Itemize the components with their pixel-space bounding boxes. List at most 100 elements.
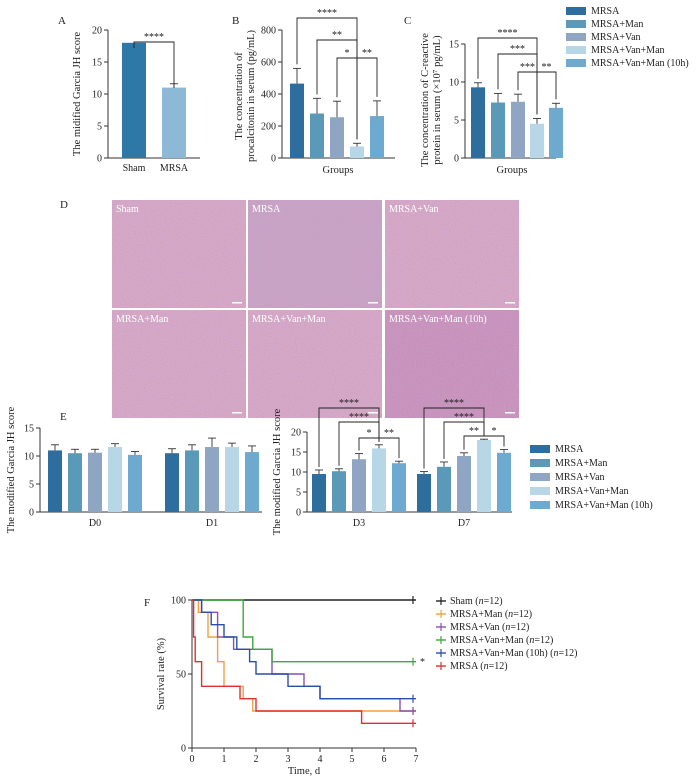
e2-legend-swatch bbox=[530, 501, 550, 509]
e2-legend-label: MRSA+Van+Man bbox=[555, 486, 629, 497]
e1-bar bbox=[185, 450, 199, 512]
e1-bar bbox=[165, 453, 179, 512]
e2-legend-label: MRSA+Man bbox=[555, 458, 607, 469]
f-survival-curve bbox=[192, 599, 416, 712]
scale-bar bbox=[232, 412, 242, 414]
histology-panel-label: MRSA+Man bbox=[116, 314, 168, 325]
f-legend-text-part: n bbox=[508, 609, 513, 620]
histology-panel-label: MRSA bbox=[252, 204, 281, 215]
f-legend-text-part: n bbox=[484, 661, 489, 672]
f-legend-text-part: =12) bbox=[489, 661, 508, 672]
histology-panel-label: MRSA+Van+Man bbox=[252, 314, 326, 325]
panel-letter: D bbox=[60, 199, 68, 211]
b-y-tick-label: 600 bbox=[261, 58, 276, 69]
f-legend-label: MRSA+Van+Man (10h) (n=12) bbox=[450, 648, 577, 659]
b-significance-label: **** bbox=[317, 8, 337, 19]
c-y-label-line: protein in serum (×10⁷ pg/mL) bbox=[432, 35, 443, 165]
b-significance-label: * bbox=[345, 48, 350, 59]
b-bar bbox=[370, 116, 384, 158]
panel-e-left: E 0 5 10 15 The modified Garcia JH score D0 D1 bbox=[6, 406, 262, 533]
f-y-tick-label: 100 bbox=[171, 596, 186, 607]
e1-y-label-line: The modified Garcia JH score bbox=[6, 406, 17, 533]
e2-y-label-line: The modified Garcia JH score bbox=[272, 408, 283, 535]
scale-bar bbox=[232, 302, 242, 304]
f-x-tick-label: 3 bbox=[286, 754, 291, 765]
e2-bar bbox=[372, 448, 386, 512]
e2-y-tick-label: 20 bbox=[291, 428, 301, 439]
f-x-tick-label: 1 bbox=[222, 754, 227, 765]
e1-bar bbox=[245, 452, 259, 512]
a-y-tick-label: 5 bbox=[97, 122, 102, 133]
b-significance-bracket bbox=[356, 57, 378, 140]
a-y-tick-label: 15 bbox=[92, 58, 102, 69]
histology-image bbox=[385, 200, 519, 308]
a-y-label: The midified Garcia JH score bbox=[72, 32, 83, 157]
f-legend-text-part: n bbox=[554, 648, 559, 659]
e2-bar bbox=[417, 474, 431, 512]
b-y-tick-label: 200 bbox=[261, 122, 276, 133]
c-bar bbox=[471, 87, 485, 158]
e2-significance-label: * bbox=[367, 428, 372, 439]
e2-bar bbox=[332, 471, 346, 512]
b-y-label-line: The concentration of bbox=[234, 52, 245, 140]
panel-letter: C bbox=[404, 15, 411, 27]
b-bar bbox=[290, 83, 304, 158]
e2-significance-label: **** bbox=[454, 412, 474, 423]
e2-bar bbox=[437, 466, 451, 512]
b-y-label: The concentration ofprocalcitonin in ser… bbox=[234, 29, 257, 162]
c-x-label: Groups bbox=[497, 165, 528, 176]
f-legend-label: Sham (n=12) bbox=[450, 596, 503, 607]
f-x-tick-label: 2 bbox=[254, 754, 259, 765]
e2-y-tick-label: 10 bbox=[291, 468, 301, 479]
e1-bar bbox=[108, 447, 122, 512]
b-y-label-line: procalcitonin in serum (pg/mL) bbox=[246, 29, 257, 162]
e1-y-label: The modified Garcia JH score bbox=[6, 406, 17, 533]
e1-y-tick-label: 5 bbox=[29, 480, 34, 491]
a-y-tick-label: 20 bbox=[92, 26, 102, 37]
f-legend-label: MRSA+Man (n=12) bbox=[450, 609, 532, 620]
panel-e-right: 0 5 10 15 20 The modified Garcia JH score D3 D7… bbox=[272, 398, 653, 535]
c-legend-swatch bbox=[566, 20, 586, 28]
c-legend-swatch bbox=[566, 46, 586, 54]
c-y-tick-label: 0 bbox=[454, 154, 459, 165]
c-y-tick-label: 10 bbox=[449, 78, 459, 89]
e2-significance-label: **** bbox=[349, 412, 369, 423]
f-survival-curve bbox=[192, 599, 416, 724]
a-significance-label: **** bbox=[144, 32, 164, 43]
e2-legend-swatch bbox=[530, 473, 550, 481]
f-x-tick-label: 4 bbox=[318, 754, 323, 765]
b-y-tick-label: 800 bbox=[261, 26, 276, 37]
c-bar bbox=[530, 123, 544, 158]
f-significance-marker: * bbox=[420, 657, 425, 668]
histology-image bbox=[112, 200, 246, 308]
f-legend-text-part: MRSA ( bbox=[450, 661, 484, 672]
e1-bar bbox=[225, 447, 239, 512]
f-legend-label: MRSA (n=12) bbox=[450, 661, 508, 672]
e2-bar bbox=[312, 474, 326, 512]
c-y-tick-label: 15 bbox=[449, 40, 459, 51]
f-legend-text-part: =12) bbox=[513, 609, 532, 620]
scale-bar bbox=[368, 412, 378, 414]
e2-legend-swatch bbox=[530, 445, 550, 453]
e2-significance-label: * bbox=[492, 426, 497, 437]
b-y-tick-label: 400 bbox=[261, 90, 276, 101]
c-significance-label: ** bbox=[542, 62, 552, 73]
c-legend-swatch bbox=[566, 7, 586, 15]
f-survival-curve bbox=[192, 599, 416, 700]
histology-image bbox=[248, 310, 382, 418]
c-legend-label: MRSA+Van+Man bbox=[591, 45, 665, 56]
c-significance-label: *** bbox=[520, 62, 535, 73]
e2-significance-label: ** bbox=[384, 428, 394, 439]
a-x-tick-label: MRSA bbox=[160, 163, 189, 174]
e2-significance-bracket bbox=[338, 421, 380, 466]
f-legend-text-part: MRSA+Van ( bbox=[450, 622, 506, 633]
panel-b: B 0 200 400 600 800 The concentration ofprocal… bbox=[232, 8, 395, 176]
c-bar bbox=[549, 107, 563, 158]
e2-bar bbox=[392, 463, 406, 512]
c-legend-label: MRSA+Van+Man (10h) bbox=[591, 58, 689, 69]
b-bar bbox=[310, 113, 324, 158]
e1-bar bbox=[128, 454, 142, 512]
b-bar bbox=[350, 146, 364, 158]
a-y-tick-label: 10 bbox=[92, 90, 102, 101]
c-legend-label: MRSA+Van bbox=[591, 32, 641, 43]
